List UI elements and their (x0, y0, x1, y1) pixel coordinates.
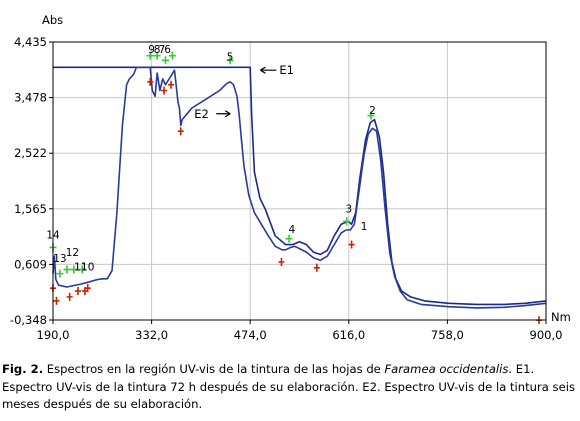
green-peak-marker (78, 265, 86, 274)
plot-frame (52, 41, 547, 321)
y-tick-label: 2,522 (14, 146, 47, 160)
green-peak-marker (285, 234, 293, 243)
red-valley-marker (66, 292, 73, 301)
caption-species: Faramea occidentalis (384, 362, 509, 376)
e2-arrow (216, 110, 231, 118)
red-valley-marker (74, 287, 81, 296)
red-valley-marker (147, 77, 154, 86)
green-peak-marker (168, 51, 176, 60)
x-tick-label: 190,0 (37, 328, 70, 342)
series-line-e2 (52, 66, 547, 309)
x-tick-label: 332,0 (135, 328, 168, 342)
peak-label: 10 (81, 262, 94, 274)
peak-label: 7 (159, 44, 166, 56)
y-tick-label: -0,348 (10, 313, 47, 327)
y-tick-label: 4,435 (14, 35, 47, 49)
x-tick-label: 616,0 (332, 328, 365, 342)
marker-layer (49, 51, 543, 325)
spectrum-chart: 190,0 332,0 474,0 616,0 758,0 900,0 -0,348 0,60… (10, 13, 571, 342)
peak-label: 6 (164, 44, 171, 56)
chart-svg: 190,0 332,0 474,0 616,0 758,0 900,0 -0,348 0,60… (10, 13, 571, 342)
green-peak-marker (70, 265, 78, 274)
red-valley-marker (53, 296, 60, 305)
caption-text-1: Espectros en la región UV-vis de la tint… (43, 362, 385, 376)
label-layer: 190,0 332,0 474,0 616,0 758,0 900,0 -0,348 0,60… (10, 13, 571, 342)
figure-caption: Fig. 2. Espectros en la región UV-vis de… (2, 361, 576, 414)
peak-label: 4 (289, 224, 296, 236)
green-peak-marker (343, 217, 351, 226)
caption-fig-label: Fig. 2. (2, 362, 44, 376)
red-valley-marker (177, 127, 184, 136)
red-valley-marker (161, 86, 168, 95)
y-axis-title: Abs (42, 13, 63, 27)
e2-annotation: E2 (194, 107, 209, 121)
green-peak-marker (161, 56, 169, 65)
red-valley-marker (313, 263, 320, 272)
red-valley-marker (348, 240, 355, 249)
x-tick-label: 474,0 (234, 328, 267, 342)
caption-text-2: . E1. Espectro UV-vis de la tintura 72 h… (2, 362, 575, 411)
green-peak-marker (367, 111, 375, 120)
x-axis-title: Nm (551, 310, 571, 324)
series-line-e1 (53, 66, 547, 306)
green-peak-marker (56, 269, 64, 278)
peak-label: 5 (227, 51, 234, 63)
peak-label: 12 (66, 247, 79, 259)
frame-layer (49, 41, 547, 324)
peak-label: 13 (53, 253, 66, 265)
x-tick-label: 900,0 (530, 328, 563, 342)
line-layer (52, 66, 547, 309)
peak-label: 1 (361, 221, 368, 233)
peak-label: 11 (74, 262, 87, 274)
red-valley-marker (278, 257, 285, 266)
e1-arrow (260, 66, 277, 74)
e1-annotation: E1 (279, 63, 294, 77)
x-tick-label: 758,0 (431, 328, 464, 342)
peak-label: 9 (148, 44, 155, 56)
red-valley-marker (84, 284, 91, 293)
green-peak-marker (153, 51, 161, 60)
y-tick-label: 3,478 (14, 91, 47, 105)
peak-label: 8 (154, 44, 161, 56)
y-tick-label: 1,565 (14, 202, 47, 216)
peak-label: 3 (345, 204, 352, 216)
peak-label: 14 (46, 230, 60, 242)
green-peak-marker (146, 51, 154, 60)
green-peak-marker (226, 56, 234, 65)
peak-label: 2 (369, 105, 376, 117)
red-valley-marker (168, 80, 175, 89)
green-peak-marker (63, 265, 71, 274)
y-tick-label: 0,609 (14, 257, 47, 271)
